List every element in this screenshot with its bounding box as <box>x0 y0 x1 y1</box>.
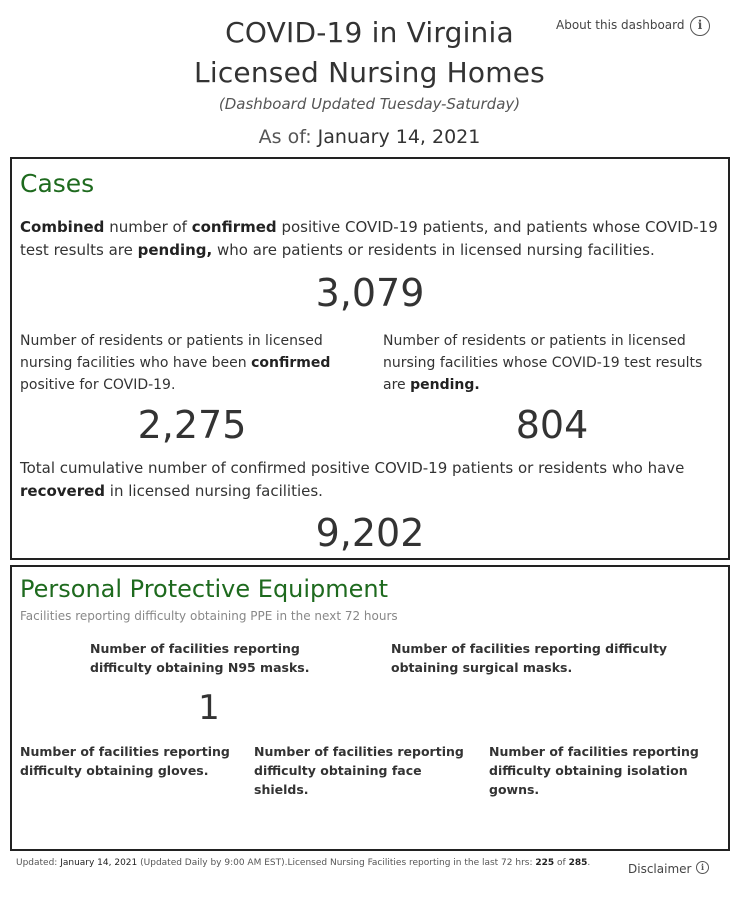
n95-count: 1 <box>198 688 220 728</box>
recovered-count: 9,202 <box>315 511 425 555</box>
ppe-title: Personal Protective Equipment <box>20 575 389 603</box>
pending-count: 804 <box>515 403 589 447</box>
face-shields-label: Number of facilities reporting difficult… <box>254 744 464 797</box>
as-of-date: As of: January 14, 2021 <box>0 126 739 148</box>
disclaimer-link[interactable]: Disclaimer <box>628 862 692 876</box>
page-title-line1: COVID-19 in Virginia <box>225 16 514 49</box>
info-icon[interactable]: i <box>696 861 709 874</box>
ppe-subtitle: Facilities reporting difficulty obtainin… <box>20 609 398 623</box>
recovered-description: Total cumulative number of confirmed pos… <box>20 459 685 500</box>
as-of-value: January 14, 2021 <box>317 126 481 148</box>
pending-description: Number of residents or patients in licen… <box>383 333 703 393</box>
confirmed-description: Number of residents or patients in licen… <box>20 333 331 393</box>
combined-description: Combined number of confirmed positive CO… <box>20 218 718 259</box>
as-of-label: As of: <box>258 126 318 148</box>
footer-update-note: Updated: January 14, 2021 (Updated Daily… <box>16 858 591 868</box>
page-title-line2: Licensed Nursing Homes <box>194 56 545 89</box>
info-icon[interactable]: i <box>690 16 710 36</box>
ppe-panel: Personal Protective Equipment Facilities… <box>10 565 730 851</box>
isolation-gowns-label: Number of facilities reporting difficult… <box>489 744 699 797</box>
combined-count: 3,079 <box>315 271 425 315</box>
gloves-label: Number of facilities reporting difficult… <box>20 744 230 778</box>
page-subtitle: (Dashboard Updated Tuesday-Saturday) <box>218 95 521 113</box>
dashboard-header: COVID-19 in Virginia Licensed Nursing Ho… <box>0 0 739 156</box>
surgical-masks-label: Number of facilities reporting difficult… <box>391 641 668 675</box>
cases-title: Cases <box>20 169 95 198</box>
confirmed-count: 2,275 <box>137 403 247 447</box>
about-dashboard-link[interactable]: About this dashboard <box>556 18 685 32</box>
n95-label: Number of facilities reporting difficult… <box>90 641 310 675</box>
cases-panel: Cases Combined number of confirmed posit… <box>10 157 730 560</box>
